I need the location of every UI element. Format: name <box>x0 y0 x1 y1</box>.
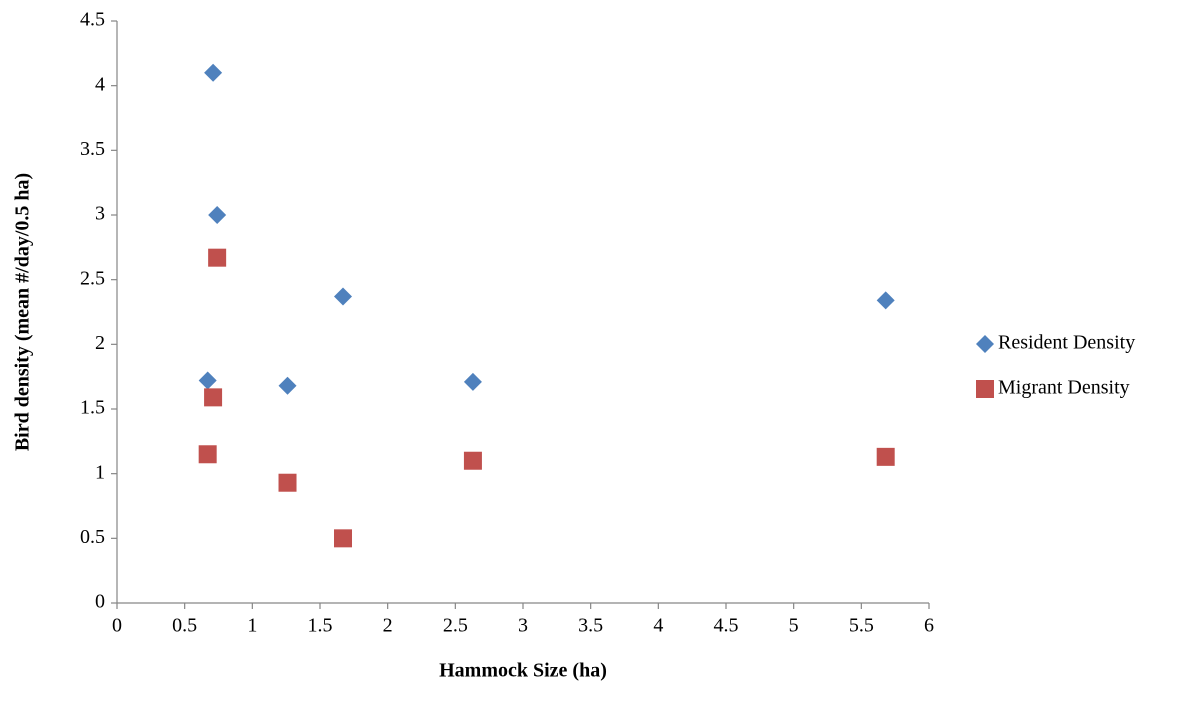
x-tick-label: 1 <box>247 615 257 637</box>
marker <box>208 248 227 267</box>
x-tick-label: 1.5 <box>308 615 333 637</box>
y-tick-label: 1 <box>95 461 105 483</box>
legend-label: Migrant Density <box>998 377 1130 399</box>
x-tick-label: 0.5 <box>172 615 197 637</box>
y-tick-label: 4 <box>95 73 105 95</box>
x-tick-label: 4 <box>653 615 663 637</box>
marker <box>876 447 895 466</box>
marker <box>463 372 482 391</box>
x-tick-label: 3.5 <box>578 615 603 637</box>
y-tick-label: 2.5 <box>80 267 105 289</box>
y-tick-label: 3.5 <box>80 138 105 160</box>
marker <box>208 206 227 224</box>
x-tick-label: 5 <box>789 615 799 637</box>
y-tick-label: 3 <box>95 203 105 225</box>
x-tick-label: 2.5 <box>443 615 468 637</box>
x-tick-label: 4.5 <box>714 615 739 637</box>
marker <box>198 371 217 390</box>
marker <box>278 376 297 395</box>
legend-label: Resident Density <box>998 332 1135 354</box>
y-tick-label: 1.5 <box>80 397 105 419</box>
legend-swatch <box>976 380 994 398</box>
x-tick-label: 5.5 <box>849 615 874 637</box>
marker <box>198 445 217 464</box>
x-tick-label: 3 <box>518 615 528 637</box>
y-tick-label: 0.5 <box>80 526 105 548</box>
marker <box>876 291 895 310</box>
legend-swatch <box>976 335 994 353</box>
marker <box>463 451 482 470</box>
x-tick-label: 0 <box>112 615 122 637</box>
y-axis-title: Bird density (mean #/day/0.5 ha) <box>12 173 34 451</box>
marker <box>204 388 223 407</box>
marker <box>334 287 353 306</box>
marker <box>334 529 353 548</box>
x-tick-label: 6 <box>924 615 934 637</box>
y-tick-label: 0 <box>95 591 105 613</box>
x-tick-label: 2 <box>383 615 393 637</box>
marker <box>278 473 297 492</box>
y-tick-label: 2 <box>95 332 105 354</box>
marker <box>204 63 223 82</box>
y-tick-label: 4.5 <box>80 9 105 31</box>
x-axis-title: Hammock Size (ha) <box>439 660 607 682</box>
